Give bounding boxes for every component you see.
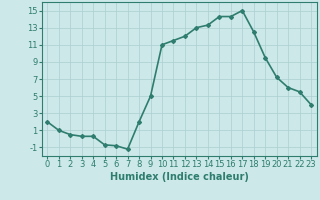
- X-axis label: Humidex (Indice chaleur): Humidex (Indice chaleur): [110, 172, 249, 182]
